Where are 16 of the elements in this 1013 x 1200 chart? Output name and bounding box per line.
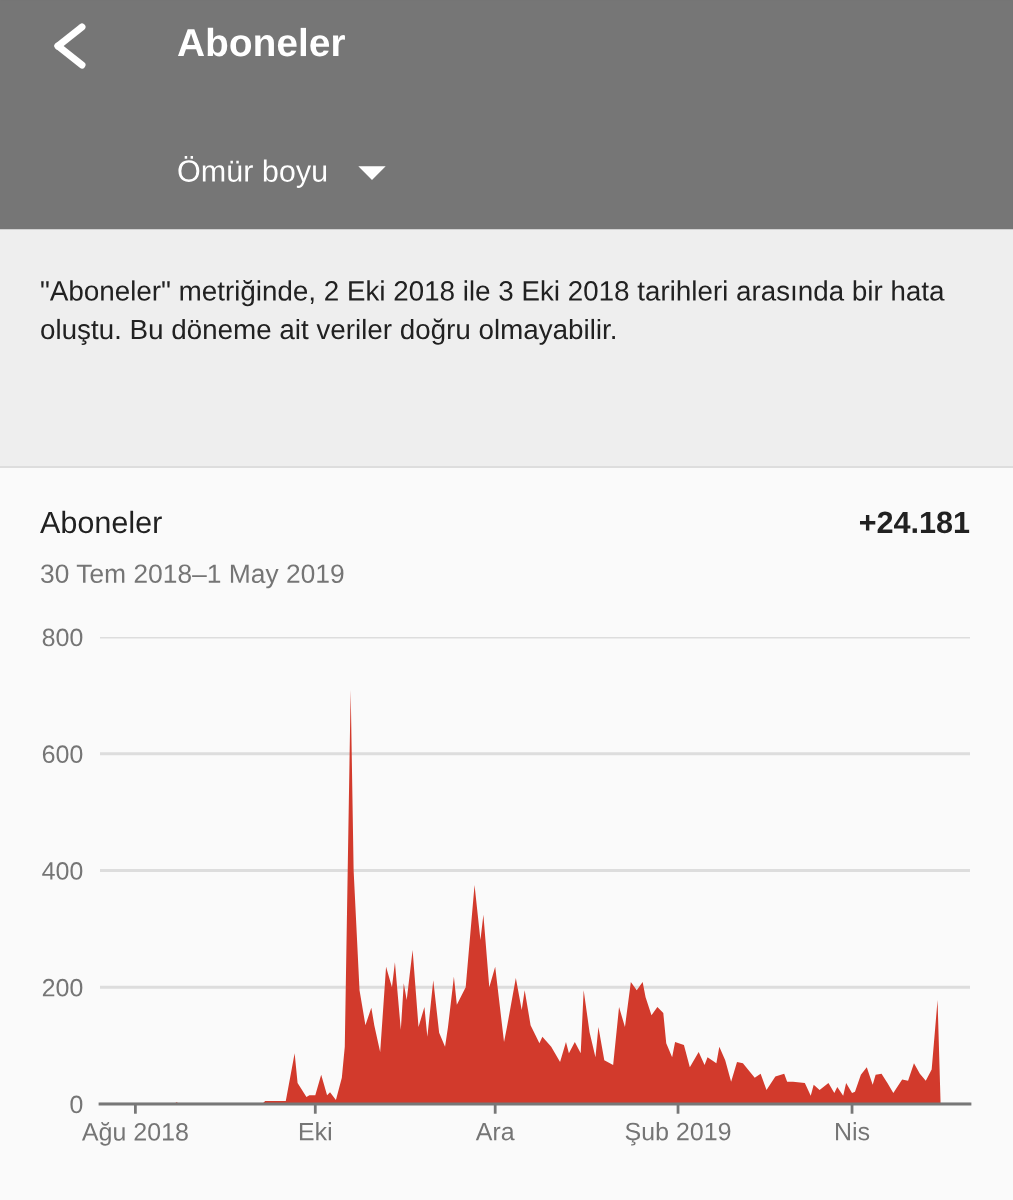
text: Ömür boyu [178, 156, 327, 188]
y-tick-label: 400 [42, 862, 83, 880]
text: "Aboneler" metriğinde, 2 Eki 2018 ile 3 Eki 2018 tarihleri arasında bir hata oluştu. Bu döneme ait veriler doğru olmayabilir. [41, 280, 945, 345]
chart-title: Aboneler [177, 27, 345, 57]
y-tick-label: 800 [42, 628, 83, 647]
x-tick-label: Ağu 2018 [81, 1122, 188, 1146]
y-tick-label: 0 [70, 1095, 83, 1114]
y-tick-label: 200 [42, 978, 83, 997]
x-tick-label: Eki [299, 1122, 331, 1141]
chart-subtitle: 30 Tem 2018–1 May 2019 [41, 564, 344, 589]
x-tick-label: Şub 2019 [625, 1122, 731, 1146]
text: +24.181 [859, 511, 970, 534]
x-tick-label: Nis [836, 1122, 870, 1141]
text: Aboneler [40, 510, 162, 534]
x-tick-label: Ara [475, 1122, 515, 1141]
y-tick-label: 600 [42, 745, 83, 764]
